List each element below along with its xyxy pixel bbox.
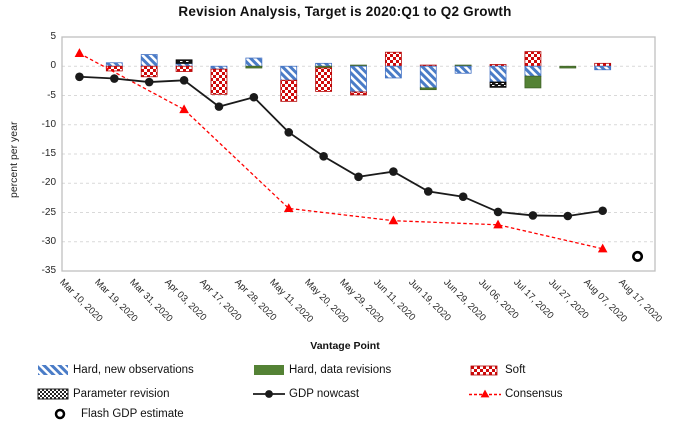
- nowcast-point-marker: [493, 207, 503, 217]
- legend-item-soft: Soft: [468, 362, 525, 378]
- bar-segment-hard_rev: [245, 65, 263, 69]
- bar-segment-hard_new: [419, 65, 437, 89]
- legend-item-gdp-nowcast: GDP nowcast: [252, 386, 359, 402]
- nowcast-point-marker: [319, 152, 328, 161]
- legend-item-hard-data-revisions: Hard, data revisions: [252, 362, 391, 378]
- flash-gdp-marker: [632, 250, 644, 262]
- bar-segment-hard_new: [384, 65, 402, 79]
- bar-segment-hard_new: [594, 65, 612, 71]
- legend-item-hard-new-observations: Hard, new observations: [36, 362, 194, 378]
- nowcast-point-marker: [389, 167, 398, 176]
- legend-label: Parameter revision: [73, 388, 170, 400]
- y-tick-label: -25: [41, 206, 56, 218]
- bar-segment-hard_new: [105, 62, 123, 67]
- bar-segment-hard_new: [350, 65, 367, 93]
- nowcast-point-marker: [75, 72, 84, 82]
- nowcast-point-marker: [144, 77, 154, 87]
- nowcast-point-marker: [249, 92, 259, 102]
- consensus-triangle-marker: [179, 104, 189, 114]
- bar-segment-param: [175, 59, 193, 64]
- bar-segment-hard_rev: [559, 65, 577, 69]
- consensus-triangle-marker: [493, 219, 503, 229]
- bar-segment-hard_new: [280, 65, 298, 81]
- nowcast-point-marker: [284, 128, 294, 137]
- nowcast-point-marker: [598, 206, 607, 216]
- plot-border: [61, 36, 656, 272]
- bar-segment-soft: [524, 51, 542, 67]
- legend-label: GDP nowcast: [289, 388, 360, 400]
- bar-segment-hard_new: [210, 65, 228, 70]
- y-tick-label: -5: [47, 89, 56, 101]
- legend-label: Flash GDP estimate: [81, 408, 184, 420]
- y-tick-label: -35: [41, 265, 56, 276]
- legend-item-parameter-revision: Parameter revision: [36, 386, 170, 402]
- bar-segment-hard_rev: [419, 87, 437, 91]
- consensus-triangle-marker: [597, 243, 608, 253]
- y-tick-label: -30: [41, 235, 56, 247]
- bar-segment-hard_rev: [524, 75, 542, 89]
- consensus-line-icon: [469, 389, 501, 398]
- bar-segment-soft: [280, 79, 298, 102]
- y-tick-label: -20: [41, 177, 56, 189]
- legend-label: Hard, new observations: [73, 364, 194, 376]
- bar-segment-hard_new: [175, 62, 193, 67]
- x-axis-title: Vantage Point: [310, 340, 380, 352]
- legend-label: Hard, data revisions: [289, 364, 392, 376]
- y-tick-label: -15: [41, 148, 56, 159]
- bar-segment-soft: [594, 62, 612, 67]
- legend-item-flash-gdp-estimate: Flash GDP estimate: [44, 406, 184, 422]
- nowcast-point-marker: [179, 75, 189, 85]
- nowcast-point-marker: [458, 192, 468, 202]
- legend-item-consensus: Consensus: [468, 386, 563, 402]
- legend-label: Consensus: [505, 388, 563, 400]
- nowcast-path: [79, 75, 603, 217]
- bar-segment-soft: [175, 65, 193, 72]
- hard-new-observations-swatch-icon: [38, 365, 68, 375]
- chart-title: Revision Analysis, Target is 2020:Q1 to …: [178, 4, 512, 19]
- nowcast-point-marker: [528, 211, 538, 220]
- bar-segment-hard_new: [140, 54, 158, 67]
- bar-segment-soft: [210, 68, 228, 95]
- nowcast-point-marker: [354, 172, 363, 182]
- bar-segment-soft: [140, 65, 158, 78]
- gdp-nowcast-line-icon: [253, 390, 285, 398]
- consensus-line: [74, 48, 608, 253]
- bar-segment-hard_new: [524, 65, 542, 77]
- bar-segment-soft: [384, 51, 402, 67]
- revision-bars: [105, 51, 612, 102]
- flash-gdp-point: [632, 250, 644, 262]
- nowcast-point-marker: [563, 211, 573, 221]
- parameter-revision-swatch-icon: [37, 388, 69, 400]
- nowcast-point-marker: [214, 102, 224, 111]
- nowcast-point-marker: [423, 187, 433, 196]
- bar-segment-soft: [315, 67, 333, 92]
- bar-segment-param: [489, 81, 507, 88]
- bar-segment-hard_new: [245, 57, 263, 67]
- consensus-path: [79, 52, 603, 250]
- legend-label: Soft: [505, 364, 526, 376]
- nowcast-point-marker: [110, 74, 119, 83]
- bar-segment-hard_new: [489, 65, 507, 83]
- bar-segment-hard_new: [454, 65, 472, 74]
- gdp-nowcast-line: [75, 72, 607, 221]
- consensus-triangle-marker: [74, 48, 85, 57]
- y-tick-label: 5: [50, 31, 56, 42]
- y-tick-label: 0: [50, 60, 56, 72]
- bar-segment-soft: [350, 91, 367, 96]
- soft-swatch-icon: [470, 365, 498, 376]
- consensus-triangle-marker: [283, 203, 294, 213]
- bar-segment-soft: [105, 65, 123, 72]
- flash-gdp-estimate-icon: [54, 408, 66, 420]
- bar-segment-hard_new: [315, 62, 333, 67]
- y-tick-label: -10: [41, 118, 56, 130]
- hard-data-revisions-swatch-icon: [254, 365, 284, 375]
- consensus-triangle-marker: [388, 215, 399, 225]
